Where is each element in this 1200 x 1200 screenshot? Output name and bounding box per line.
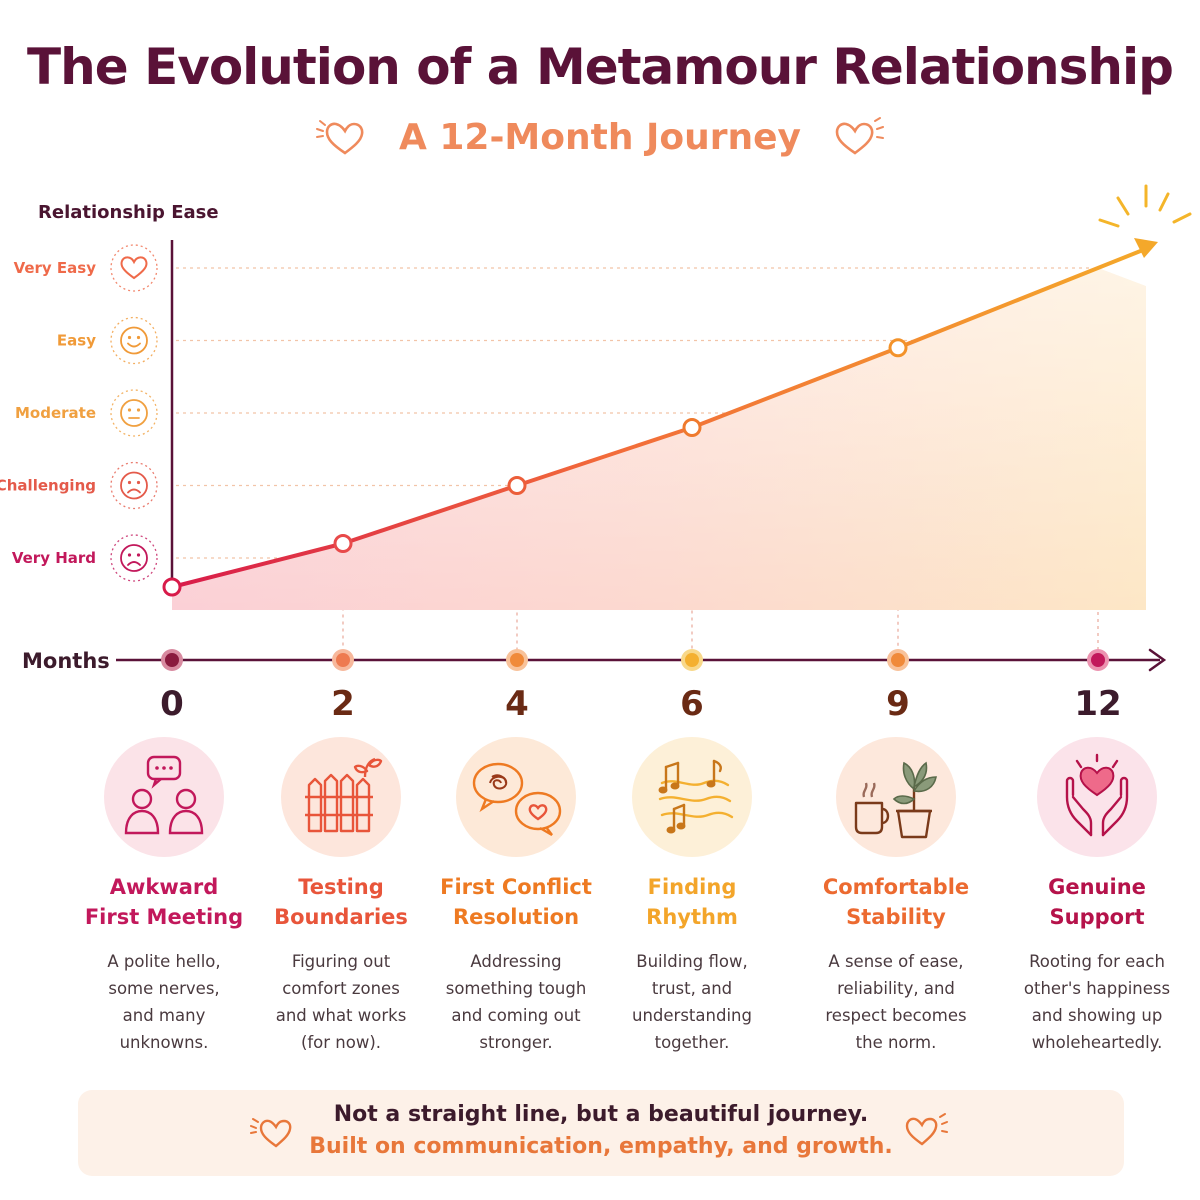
milestone-description-line: unknowns. <box>119 1033 209 1052</box>
data-point <box>682 418 702 437</box>
x-tick-label: 9 <box>886 684 910 724</box>
x-axis-arrow-icon <box>1148 648 1167 672</box>
smile-face-icon <box>110 316 158 365</box>
x-tick-label: 6 <box>680 684 704 724</box>
sad-face-icon <box>110 534 158 582</box>
month-marker-core <box>1091 653 1105 667</box>
heart-icon <box>250 1118 292 1148</box>
milestone-title-line: First Meeting <box>84 905 244 929</box>
footer-line-2: Built on communication, empathy, and gro… <box>309 1134 893 1159</box>
milestone-description-line: understanding <box>632 1006 752 1025</box>
series-line <box>170 248 1145 589</box>
milestone-description-line: and coming out <box>451 1006 581 1025</box>
milestone-description-line: and showing up <box>1031 1006 1163 1025</box>
milestone-description-line: (for now). <box>300 1033 382 1052</box>
milestone-description: Rooting for each other's happiness and sho… <box>1002 948 1192 1056</box>
fence-sprout-icon <box>281 737 401 857</box>
music-notes-icon <box>632 737 752 857</box>
milestone-description-line: A sense of ease, <box>828 952 964 971</box>
data-point <box>162 577 182 597</box>
y-level-label: Very Hard <box>12 549 96 567</box>
frown-face-icon <box>110 461 158 510</box>
month-marker-core <box>685 653 699 667</box>
footer-line-1: Not a straight line, but a beautiful jou… <box>333 1102 869 1127</box>
milestone-description-line: wholeheartedly. <box>1031 1033 1163 1052</box>
milestone-description-line: together. <box>654 1033 730 1052</box>
milestone-title-line: Genuine <box>1048 875 1146 899</box>
month-marker-core <box>510 653 524 667</box>
data-point <box>888 338 908 358</box>
ease-line-chart: Relationship Ease Very Hard Challenging Mo… <box>0 184 1192 724</box>
speech-bubbles-heart-icon <box>456 737 576 857</box>
milestone-title-line: Awkward <box>109 875 219 899</box>
milestone-description-line: Addressing <box>470 952 562 971</box>
milestone-description: Figuring out comfort zones and what works (… <box>246 948 436 1056</box>
milestone-description-line: something tough <box>445 979 587 998</box>
x-axis-title: Months <box>22 649 110 673</box>
milestone-description-line: and what works <box>275 1006 407 1025</box>
heart-icon <box>110 244 158 292</box>
milestone-description-line: comfort zones <box>282 979 400 998</box>
milestone-description-line: A polite hello, <box>107 952 221 971</box>
sparkle-icon <box>1098 184 1192 228</box>
neutral-face-icon <box>110 389 158 437</box>
milestone-title: Awkward First Meeting <box>69 872 259 932</box>
milestone-title: Comfortable Stability <box>801 872 991 932</box>
y-level-label: Moderate <box>15 404 96 422</box>
milestone-description-line: respect becomes <box>825 1006 967 1025</box>
y-level-label: Very Easy <box>14 259 97 277</box>
milestone-title-line: Rhythm <box>646 905 738 929</box>
y-level-label: Easy <box>57 332 96 350</box>
milestone-title: First Conflict Resolution <box>421 872 611 932</box>
data-point <box>507 476 527 495</box>
data-point <box>333 534 353 553</box>
milestone-description-line: stronger. <box>479 1033 553 1052</box>
milestone-description: Addressing something tough and coming out s… <box>421 948 611 1056</box>
milestone-description-line: Building flow, <box>636 952 748 971</box>
hands-heart-icon <box>1037 737 1157 857</box>
milestone-description-line: some nerves, <box>108 979 220 998</box>
milestone-title-line: Stability <box>846 905 946 929</box>
coffee-plant-icon <box>836 737 956 857</box>
heart-icon <box>835 117 884 155</box>
arrow-head-icon <box>1134 238 1158 258</box>
milestone-title: Finding Rhythm <box>597 872 787 932</box>
milestone-description-line: the norm. <box>855 1033 937 1052</box>
milestone-description-line: trust, and <box>651 979 733 998</box>
milestone-description: A sense of ease, reliability, and respect … <box>801 948 991 1056</box>
two-people-chat-icon <box>104 737 224 857</box>
footer-banner: Not a straight line, but a beautiful jou… <box>78 1090 1124 1176</box>
milestone-description-line: Figuring out <box>291 952 391 971</box>
month-marker-core <box>891 653 905 667</box>
y-axis-title: Relationship Ease <box>38 202 219 223</box>
y-level-label: Challenging <box>0 477 96 495</box>
milestone-description-line: other's happiness <box>1023 979 1171 998</box>
milestone-description-line: reliability, and <box>837 979 955 998</box>
x-tick-label: 0 <box>160 684 184 724</box>
milestone-title-line: Resolution <box>452 905 580 929</box>
milestone-title-line: Finding <box>647 875 737 899</box>
milestone-title-line: First Conflict <box>440 875 592 899</box>
subtitle-row: A 12-Month Journey <box>0 112 1200 162</box>
milestone-title: Testing Boundaries <box>246 872 436 932</box>
month-marker-core <box>336 653 350 667</box>
heart-icon <box>315 120 364 155</box>
milestone-title-line: Comfortable <box>822 875 970 899</box>
x-tick-label: 2 <box>331 684 355 724</box>
milestone-description-line: Rooting for each <box>1029 952 1165 971</box>
milestone-title-line: Boundaries <box>274 905 408 929</box>
x-tick-label: 4 <box>505 684 529 724</box>
page-title: The Evolution of a Metamour Relationship <box>27 38 1174 96</box>
milestone-title-line: Testing <box>298 875 384 899</box>
milestone-description-line: and many <box>122 1006 206 1025</box>
x-tick-label: 12 <box>1074 684 1121 724</box>
page-subtitle: A 12-Month Journey <box>398 116 801 158</box>
heart-icon <box>905 1113 948 1146</box>
milestone-title: Genuine Support <box>1002 872 1192 932</box>
month-marker-core <box>165 653 179 667</box>
milestone-description: A polite hello, some nerves, and many unkno… <box>69 948 259 1056</box>
milestone-title-line: Support <box>1049 905 1145 929</box>
milestone-description: Building flow, trust, and understanding tog… <box>597 948 787 1056</box>
